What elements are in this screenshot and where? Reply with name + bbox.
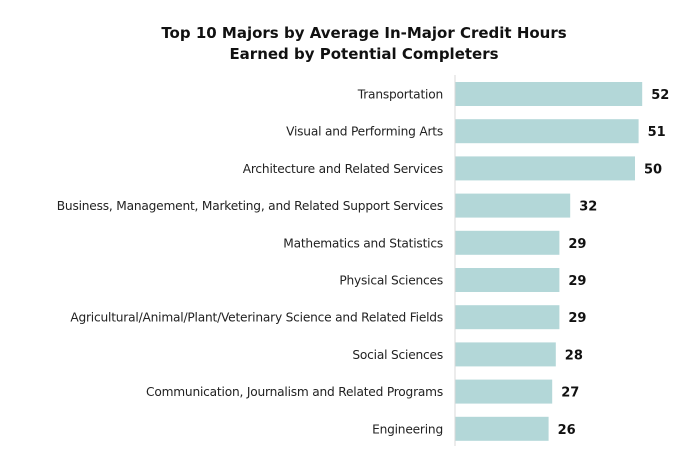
category-label: Agricultural/Animal/Plant/Veterinary Sci… bbox=[70, 311, 443, 325]
category-label: Social Sciences bbox=[352, 348, 443, 362]
data-label: 51 bbox=[648, 125, 666, 140]
data-label: 29 bbox=[568, 274, 586, 289]
chart-title-line-2: Earned by Potential Completers bbox=[229, 45, 498, 63]
data-label: 32 bbox=[579, 200, 597, 215]
bar bbox=[455, 230, 560, 255]
data-label: 27 bbox=[561, 386, 579, 401]
category-label: Physical Sciences bbox=[339, 274, 443, 288]
bar bbox=[455, 268, 560, 292]
category-label: Business, Management, Marketing, and Rel… bbox=[57, 199, 443, 213]
data-label: 29 bbox=[568, 311, 586, 326]
bar bbox=[455, 193, 571, 218]
data-label: 28 bbox=[565, 348, 583, 363]
data-label: 26 bbox=[558, 423, 576, 438]
category-label: Engineering bbox=[372, 422, 443, 436]
category-label: Mathematics and Statistics bbox=[283, 236, 443, 250]
category-label: Communication, Journalism and Related Pr… bbox=[146, 385, 443, 399]
category-label: Transportation bbox=[357, 88, 443, 102]
data-label: 52 bbox=[651, 88, 669, 103]
bar bbox=[455, 82, 643, 106]
chart-title-line-1: Top 10 Majors by Average In-Major Credit… bbox=[161, 24, 566, 42]
data-label: 29 bbox=[568, 237, 586, 252]
data-label: 50 bbox=[644, 162, 662, 177]
bar bbox=[455, 119, 639, 144]
bar bbox=[455, 416, 549, 441]
bar bbox=[455, 156, 635, 181]
bar bbox=[455, 342, 556, 367]
bar bbox=[455, 305, 560, 330]
category-label: Architecture and Related Services bbox=[243, 162, 443, 176]
category-label: Visual and Performing Arts bbox=[286, 125, 443, 139]
bar bbox=[455, 379, 553, 404]
